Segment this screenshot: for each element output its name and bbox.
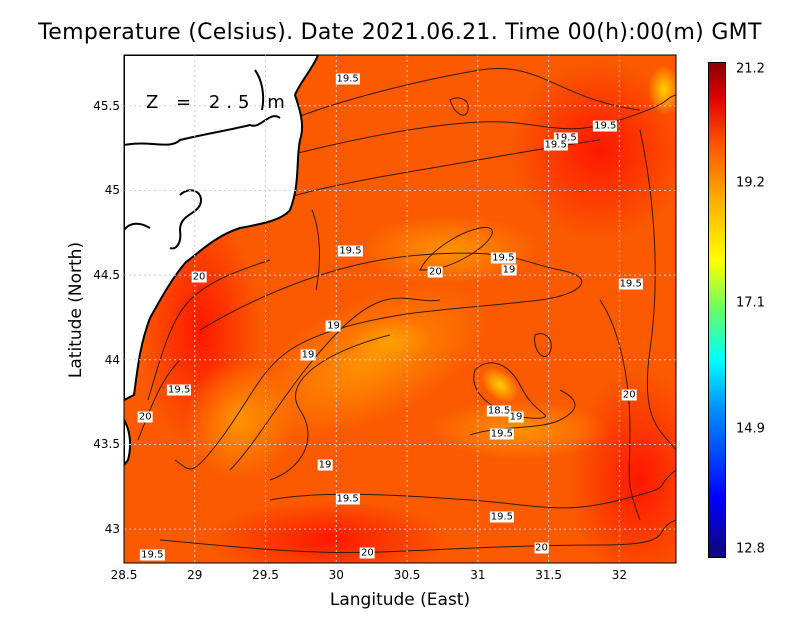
cold-spot [480,367,520,403]
colorbar-tick-label: 19.2 [736,175,765,191]
contour-label: 19.5 [593,120,618,132]
contour-label: 19.5 [335,493,360,505]
y-tick-label: 43.5 [93,437,120,452]
contour-label: 20 [534,542,549,554]
contour-label: 19 [326,320,341,332]
cool-region [430,400,610,460]
x-tick-label: 29.5 [252,568,279,582]
contour-label: 19.5 [167,384,192,396]
inland-lakes [124,69,281,250]
depth-label: Z = 2.5 m [146,92,291,113]
contour-label: 19.5 [543,139,568,151]
contour-label: 20 [137,411,153,423]
contour-label: 19.5 [338,245,363,257]
contour-label: 19 [300,349,316,361]
x-tick-label: 29 [187,568,203,582]
contour-label: 19 [501,264,517,276]
x-tick-label: 28.5 [110,568,138,582]
x-axis-label: Langitude (East) [329,590,471,610]
colorbar-tick-label: 12.8 [736,541,765,557]
y-tick-label: 44 [104,352,120,367]
contour-label: 20 [191,271,207,283]
warm-region [510,60,676,240]
plot-frame [123,54,677,564]
contour-label: 20 [428,266,443,278]
x-tick-label: 31 [470,568,486,582]
y-tick-label: 43 [104,522,120,537]
x-tick-label: 30 [328,568,344,582]
contour-label: 19.5 [489,511,515,523]
warm-region [210,500,450,563]
x-tick-label: 31.5 [535,568,562,582]
land-north-coast [124,55,320,402]
map-title: Temperature (Celsius). Date 2021.06.21. … [38,20,762,45]
contour-label: 19 [508,411,524,423]
contour-label: 19.5 [140,549,165,561]
y-tick-label: 44.5 [93,268,120,283]
cold-spot [350,320,430,360]
contour-label: 19.5 [335,73,360,85]
contour-label: 20 [621,389,637,401]
x-tick-label: 32 [611,568,628,582]
land-south-coast [124,418,132,467]
colorbar-tick-label: 17.1 [736,295,765,311]
grid-lines [124,55,676,563]
y-axis-label: Latitude (North) [66,241,86,379]
contour-label: 18.5 [486,405,512,417]
contour-label: 19.5 [553,132,578,144]
y-tick-label: 45 [104,183,120,198]
colorbar-tick-label: 14.9 [736,421,765,437]
contour-label: 19.5 [618,278,643,290]
x-tick-label: 30.5 [393,568,421,582]
colorbar-tick-label: 21.2 [736,61,765,77]
warm-region [570,370,676,563]
contour-label: 19.5 [491,252,516,264]
contour-label: 19.5 [489,428,515,440]
cool-region [360,215,540,285]
contour-label: 19 [317,459,333,471]
contour-label: 20 [360,547,375,559]
colorbar [708,62,726,558]
cold-spot [648,65,676,115]
y-tick-label: 45.5 [93,98,120,113]
